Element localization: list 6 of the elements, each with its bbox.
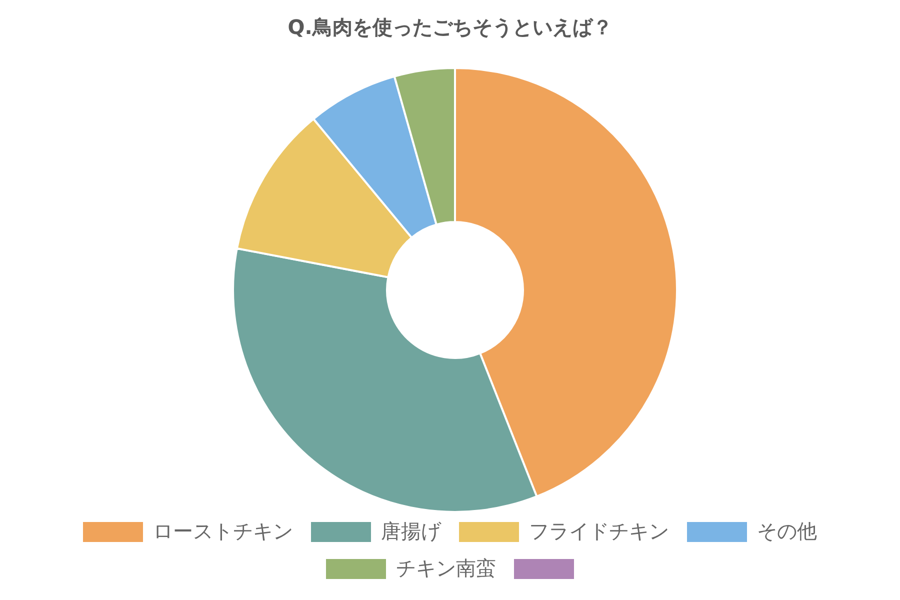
chart-title: Q.鳥肉を使ったごちそうといえば？ xyxy=(286,14,614,41)
legend-label: フライドチキン xyxy=(529,518,669,545)
legend-label: 唐揚げ xyxy=(381,518,441,545)
legend-label: ローストチキン xyxy=(153,518,293,545)
legend-label: その他 xyxy=(757,518,817,545)
legend-label: チキン南蛮 xyxy=(396,555,496,582)
